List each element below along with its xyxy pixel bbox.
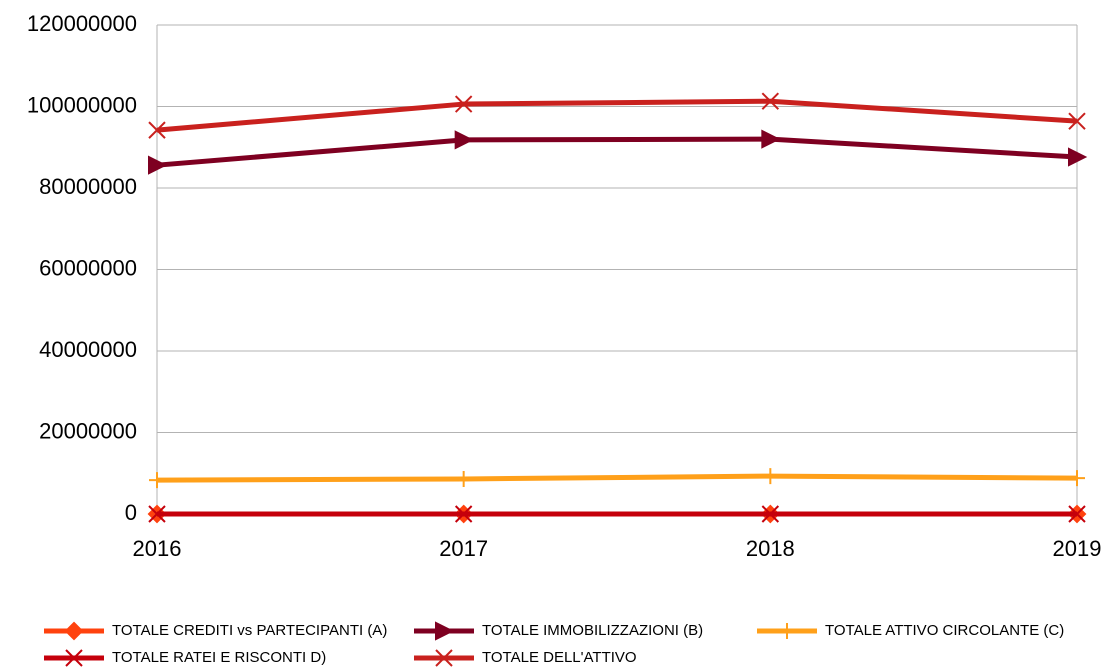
- legend-label: TOTALE CREDITI vs PARTECIPANTI (A): [112, 622, 387, 639]
- point-marker: [761, 129, 781, 149]
- y-tick-label: 40000000: [39, 337, 137, 362]
- legend-label: TOTALE ATTIVO CIRCOLANTE (C): [825, 622, 1064, 639]
- point-marker: [761, 505, 780, 523]
- legend-marker: [435, 621, 455, 641]
- y-tick-label: 100000000: [27, 92, 137, 117]
- legend-marker: [435, 649, 453, 667]
- point-marker: [454, 95, 473, 113]
- legend-label: TOTALE DELL'ATTIVO: [482, 649, 637, 666]
- legend-label: TOTALE IMMOBILIZZAZIONI (B): [482, 622, 703, 639]
- point-marker: [149, 472, 165, 489]
- legend-label: TOTALE RATEI E RISCONTI D): [112, 649, 326, 666]
- y-tick-label: 80000000: [39, 174, 137, 199]
- point-marker: [762, 468, 779, 485]
- y-tick-label: 120000000: [27, 11, 137, 36]
- legend-marker: [779, 623, 795, 639]
- point-marker: [148, 155, 168, 175]
- point-marker: [455, 470, 472, 487]
- point-marker: [761, 92, 780, 110]
- y-tick-label: 20000000: [39, 418, 137, 443]
- point-marker: [148, 505, 166, 523]
- series-line: [156, 136, 1078, 168]
- point-marker: [1069, 470, 1085, 487]
- legend-marker: [65, 649, 83, 667]
- series-line: [156, 473, 1078, 483]
- point-marker: [1068, 112, 1086, 130]
- point-marker: [454, 505, 473, 523]
- x-tick-label: 2019: [1053, 536, 1102, 561]
- x-tick-label: 2017: [439, 536, 488, 561]
- point-marker: [148, 121, 166, 139]
- legend-marker: [64, 621, 84, 641]
- y-tick-label: 60000000: [39, 255, 137, 280]
- y-tick-label: 0: [125, 500, 137, 525]
- x-tick-label: 2016: [133, 536, 182, 561]
- series-line: [156, 98, 1078, 133]
- point-marker: [454, 130, 474, 150]
- x-tick-label: 2018: [746, 536, 795, 561]
- point-marker: [1068, 147, 1088, 167]
- point-marker: [1068, 505, 1086, 523]
